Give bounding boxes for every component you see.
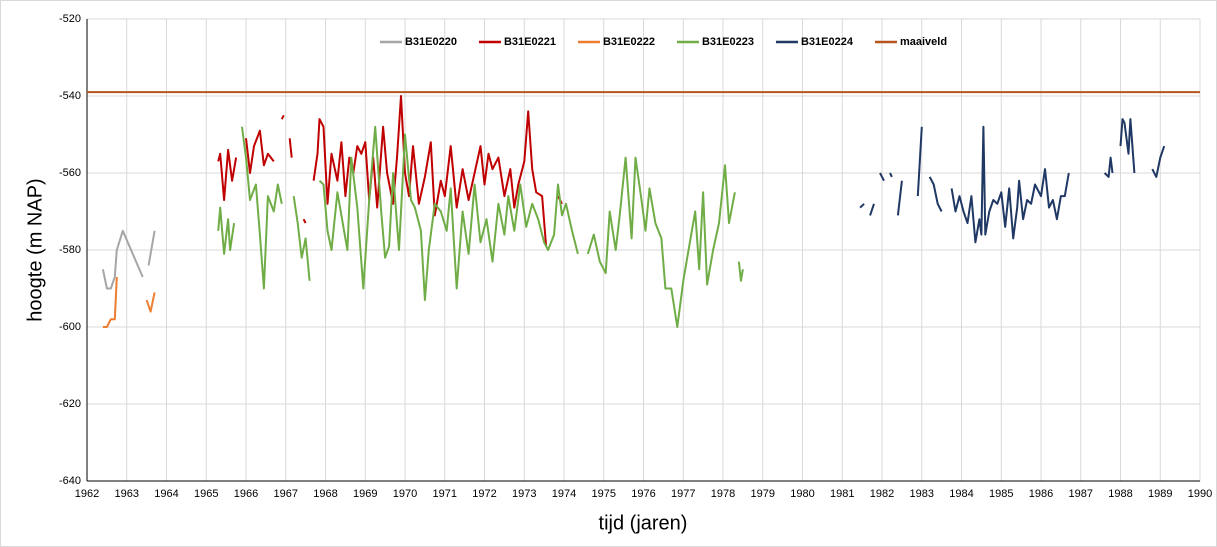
y-tick-label: -640 bbox=[59, 475, 81, 487]
series-line bbox=[217, 206, 236, 255]
series-line bbox=[312, 95, 548, 247]
x-tick-label: 1981 bbox=[830, 488, 854, 500]
x-tick-label: 1972 bbox=[472, 488, 496, 500]
series-line bbox=[869, 203, 875, 216]
series-line bbox=[102, 276, 118, 328]
x-tick-label: 1987 bbox=[1069, 488, 1093, 500]
series-line bbox=[879, 172, 885, 182]
x-axis-label: tijd (jaren) bbox=[599, 512, 688, 534]
y-axis-label: hoogte (m NAP) bbox=[24, 178, 46, 321]
y-tick-label: -520 bbox=[59, 13, 81, 25]
series-line bbox=[318, 125, 579, 302]
x-tick-label: 1978 bbox=[711, 488, 735, 500]
series-line bbox=[280, 114, 285, 120]
series-line bbox=[288, 138, 293, 158]
legend-label: B31E0224 bbox=[801, 36, 854, 48]
y-tick-label: -600 bbox=[59, 321, 81, 333]
x-tick-label: 1970 bbox=[393, 488, 417, 500]
x-tick-label: 1965 bbox=[194, 488, 218, 500]
series-line bbox=[147, 230, 156, 266]
series-line bbox=[889, 172, 893, 178]
series-line bbox=[928, 176, 943, 212]
x-tick-label: 1966 bbox=[234, 488, 258, 500]
x-tick-label: 1963 bbox=[115, 488, 139, 500]
series-line bbox=[1151, 145, 1166, 178]
x-tick-label: 1973 bbox=[512, 488, 536, 500]
x-tick-label: 1971 bbox=[433, 488, 457, 500]
x-tick-label: 1983 bbox=[910, 488, 934, 500]
x-tick-label: 1974 bbox=[552, 488, 576, 500]
series-line bbox=[586, 156, 736, 328]
series-line bbox=[292, 195, 311, 281]
legend-label: B31E0223 bbox=[702, 36, 754, 48]
x-tick-label: 1964 bbox=[154, 488, 178, 500]
x-tick-label: 1980 bbox=[790, 488, 814, 500]
series-line bbox=[1119, 118, 1136, 174]
series-line bbox=[737, 261, 744, 282]
y-tick-label: -620 bbox=[59, 398, 81, 410]
x-tick-label: 1968 bbox=[313, 488, 337, 500]
series-line bbox=[145, 292, 156, 313]
x-tick-label: 1989 bbox=[1148, 488, 1172, 500]
series-line bbox=[950, 125, 1070, 244]
legend-label: B31E0222 bbox=[603, 36, 655, 48]
x-tick-label: 1986 bbox=[1029, 488, 1053, 500]
series-line bbox=[217, 148, 238, 201]
x-tick-label: 1976 bbox=[631, 488, 655, 500]
series-line bbox=[101, 229, 144, 290]
y-tick-label: -540 bbox=[59, 90, 81, 102]
y-tick-label: -580 bbox=[59, 244, 81, 256]
x-tick-label: 1969 bbox=[353, 488, 377, 500]
legend-label: B31E0221 bbox=[504, 36, 556, 48]
series-line bbox=[245, 129, 275, 174]
x-tick-label: 1990 bbox=[1188, 488, 1212, 500]
series-line bbox=[916, 126, 923, 197]
series-line bbox=[859, 203, 865, 209]
x-tick-label: 1988 bbox=[1108, 488, 1132, 500]
series-line bbox=[896, 180, 903, 216]
y-tick-label: -560 bbox=[59, 167, 81, 179]
x-tick-label: 1977 bbox=[671, 488, 695, 500]
series-line bbox=[1103, 156, 1114, 178]
legend-label: maaiveld bbox=[900, 36, 947, 48]
x-tick-label: 1962 bbox=[75, 488, 99, 500]
x-tick-label: 1975 bbox=[592, 488, 616, 500]
x-tick-label: 1985 bbox=[989, 488, 1013, 500]
legend-label: B31E0220 bbox=[405, 36, 457, 48]
x-tick-label: 1984 bbox=[949, 488, 973, 500]
x-tick-label: 1982 bbox=[870, 488, 894, 500]
series-line bbox=[302, 218, 307, 224]
x-tick-label: 1979 bbox=[751, 488, 775, 500]
series-line bbox=[241, 126, 283, 290]
x-tick-label: 1967 bbox=[274, 488, 298, 500]
